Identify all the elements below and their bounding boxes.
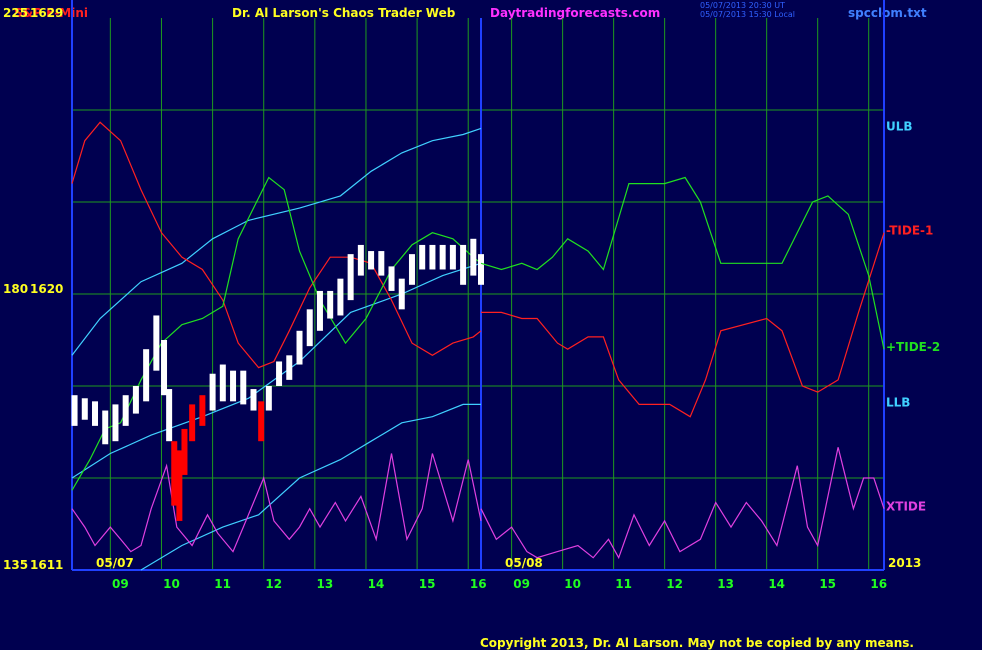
series-label: LLB [886,395,910,409]
x-tick-label: 15 [819,577,836,591]
y-tick-label: 135 [3,558,28,572]
price-bar [419,244,426,270]
price-bar [176,450,183,521]
price-bar [171,441,178,506]
x-tick-label: 16 [870,577,887,591]
price-bar [368,251,375,270]
x-tick-label: 09 [112,577,129,591]
x-tick-label: 10 [163,577,180,591]
price-bar [189,404,196,442]
price-bar [449,244,456,270]
price-bar [132,386,139,414]
price-bar [378,251,385,276]
price-bar [230,370,237,402]
price-bar [219,364,226,402]
series-line [480,176,885,350]
file-name: spcclom.txt [848,6,927,20]
symbol: S&P E-Mini [14,6,88,20]
price-bar [250,389,257,411]
price-bar [92,401,99,426]
price-bar [258,401,265,442]
price-bar [460,244,467,285]
price-bar [166,389,173,442]
x-tick-label: 10 [564,577,581,591]
y2-tick-label: 1611 [30,558,63,572]
copyright: Copyright 2013, Dr. Al Larson. May not b… [480,636,914,650]
price-bar [408,254,415,285]
series-label: XTIDE [886,500,926,514]
price-bar [316,290,323,331]
series-line [480,447,885,560]
price-bar [306,309,313,347]
price-bar [153,315,160,371]
price-bar [161,340,168,396]
date-label: 05/07 [96,556,134,570]
series-line [71,127,482,356]
price-bar [199,395,206,426]
series-line [71,121,482,369]
price-bar [439,244,446,270]
price-bar [286,355,293,380]
series-line [71,262,482,479]
price-bar [265,386,272,411]
price-bar [240,370,247,405]
y-tick-label: 180 [3,282,28,296]
price-bar [388,266,395,291]
price-bar [398,278,405,310]
price-bar [71,395,78,426]
price-bar [81,398,88,420]
year-label: 2013 [888,556,921,570]
price-bar [276,361,283,386]
price-bar [347,254,354,301]
x-tick-label: 09 [513,577,530,591]
x-tick-label: 14 [768,577,785,591]
x-tick-label: 13 [316,577,333,591]
price-bar [181,428,188,475]
y2-tick-label: 1620 [30,282,63,296]
y2-tick-label: 1629 [30,6,63,20]
price-bar [470,238,477,276]
price-bar [102,410,109,445]
price-bar [122,395,129,426]
date-label: 05/08 [505,556,543,570]
series-label: -TIDE-1 [886,224,933,238]
chart-title: Dr. Al Larson's Chaos Trader Web [232,6,456,20]
price-bar [143,349,150,402]
series-line [481,232,885,418]
series-label: +TIDE-2 [886,340,940,354]
x-tick-label: 15 [419,577,436,591]
x-tick-label: 13 [717,577,734,591]
price-bar [296,330,303,365]
y-tick-label: 225 [3,6,28,20]
series-label: ULB [886,119,913,133]
price-bar [112,404,119,442]
website: Daytradingforecasts.com [490,6,660,20]
x-tick-label: 16 [470,577,487,591]
timestamp: 05/07/2013 15:30 Local [700,10,795,19]
x-tick-label: 14 [368,577,385,591]
price-bar [209,373,216,411]
x-tick-label: 12 [265,577,282,591]
timestamp: 05/07/2013 20:30 UT [700,1,785,10]
price-bar [429,244,436,270]
series-line [140,403,481,571]
price-bar [327,290,334,319]
price-bar [357,244,364,276]
x-tick-label: 11 [214,577,231,591]
price-bar [478,254,484,285]
x-tick-label: 12 [666,577,683,591]
series-line [71,453,482,553]
x-tick-label: 11 [615,577,632,591]
price-bar [337,278,344,316]
